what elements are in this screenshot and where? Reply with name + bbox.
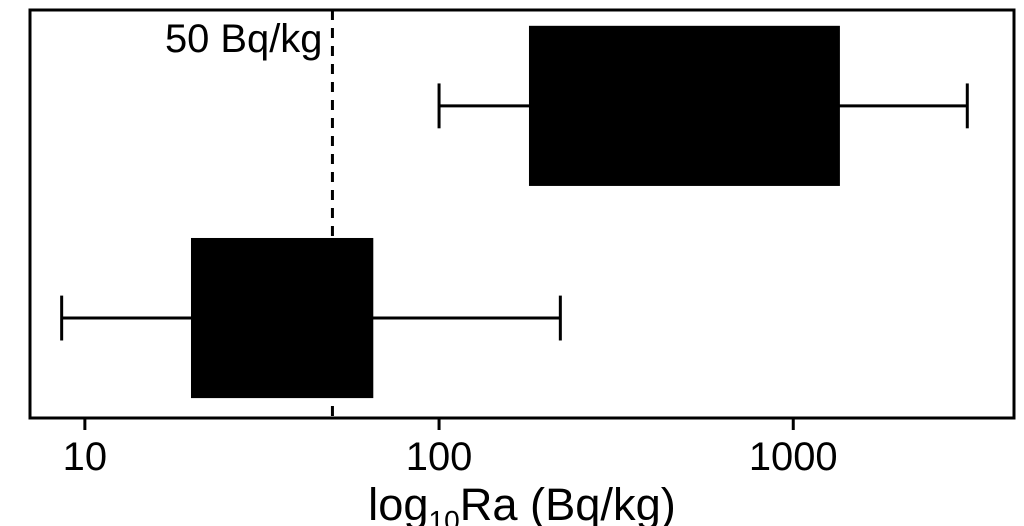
chart-svg: 50 Bq/kg 10 100 1000 log10Ra (Bq/kg) bbox=[0, 0, 1024, 526]
boxplot-chart: 50 Bq/kg 10 100 1000 log10Ra (Bq/kg) bbox=[0, 0, 1024, 526]
x-tick-label: 1000 bbox=[749, 435, 838, 479]
x-tick-label: 100 bbox=[406, 435, 473, 479]
reference-line-label: 50 Bq/kg bbox=[165, 17, 322, 61]
x-axis-label: log10Ra (Bq/kg) bbox=[368, 479, 676, 526]
x-tick-label: 10 bbox=[63, 435, 107, 479]
